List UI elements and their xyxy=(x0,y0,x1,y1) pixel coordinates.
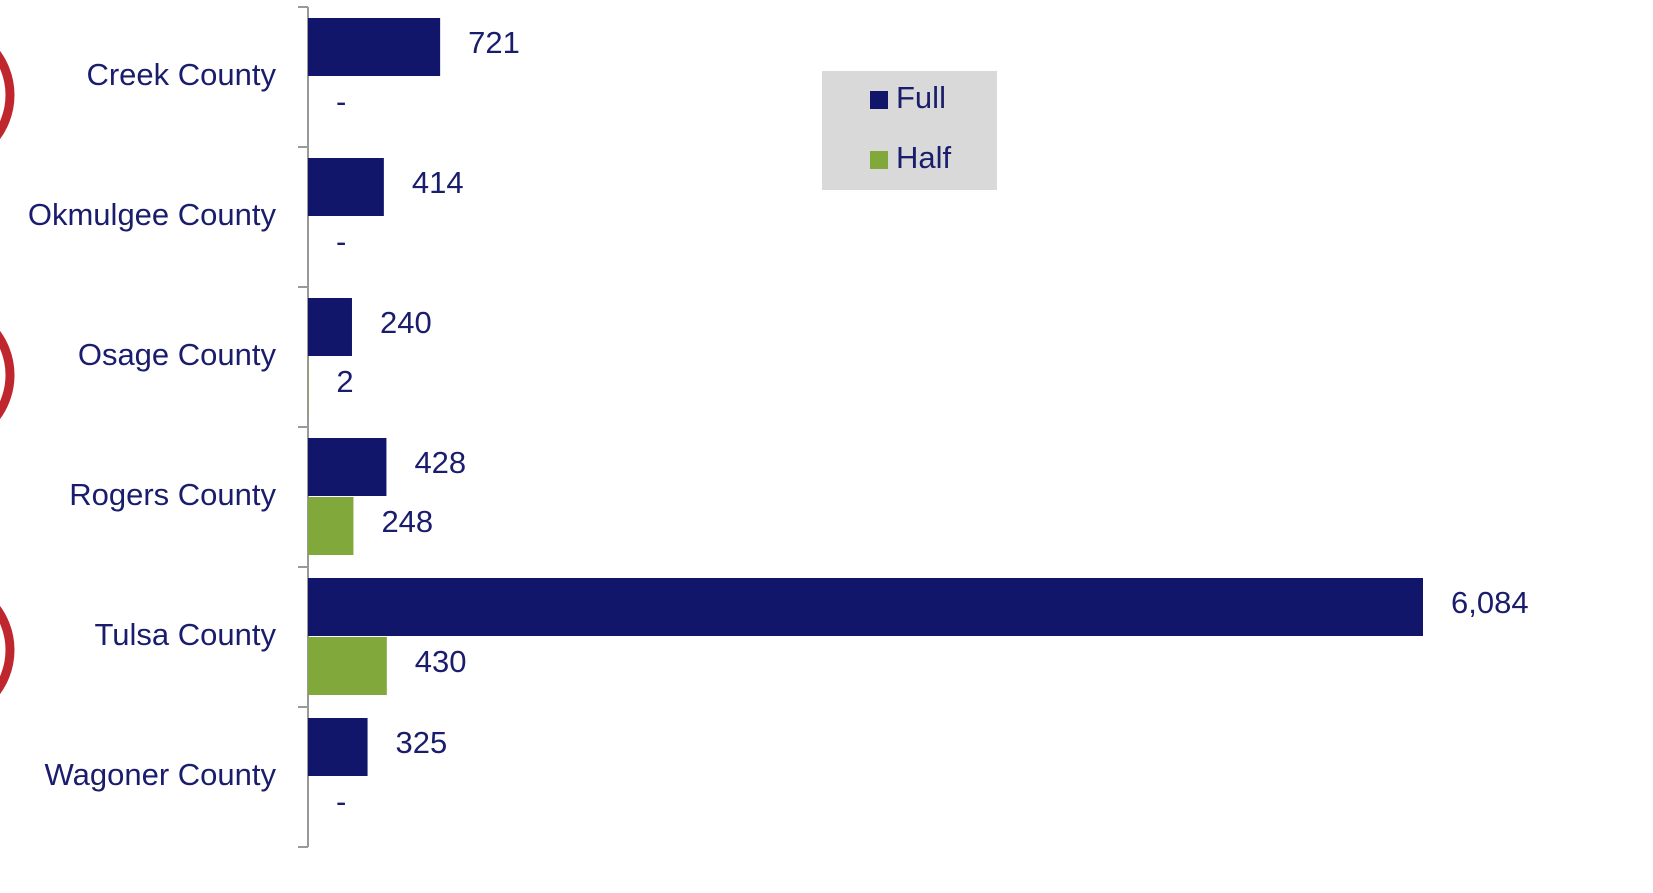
data-label: 430 xyxy=(415,644,467,679)
y-tick-label: Tulsa County xyxy=(95,617,277,652)
legend-label: Half xyxy=(896,140,952,175)
data-label: - xyxy=(336,84,346,119)
legend-box xyxy=(822,71,997,190)
bar xyxy=(308,438,387,496)
legend-swatch xyxy=(870,151,888,169)
data-label: 240 xyxy=(380,305,432,340)
decor-circle xyxy=(0,330,15,420)
bar xyxy=(308,497,354,555)
bar xyxy=(308,298,352,356)
data-label: 2 xyxy=(336,364,353,399)
y-tick-label: Okmulgee County xyxy=(28,197,277,232)
bar xyxy=(308,158,384,216)
data-label: 721 xyxy=(468,25,520,60)
data-label: 428 xyxy=(414,445,466,480)
data-label: - xyxy=(336,224,346,259)
data-label: 414 xyxy=(412,165,464,200)
bar xyxy=(308,578,1423,636)
data-label: 325 xyxy=(396,725,448,760)
decor-circle xyxy=(0,605,15,695)
decor-circle xyxy=(0,50,15,140)
y-tick-label: Osage County xyxy=(78,337,277,372)
data-label: 248 xyxy=(381,504,433,539)
y-tick-label: Rogers County xyxy=(69,477,276,512)
data-label: 6,084 xyxy=(1451,585,1529,620)
bar xyxy=(308,18,441,76)
legend-label: Full xyxy=(896,80,946,115)
bar xyxy=(308,637,387,695)
y-tick-label: Wagoner County xyxy=(45,757,277,792)
bar xyxy=(308,718,368,776)
y-tick-label: Creek County xyxy=(86,57,276,92)
data-label: - xyxy=(336,784,346,819)
legend-swatch xyxy=(870,91,888,109)
